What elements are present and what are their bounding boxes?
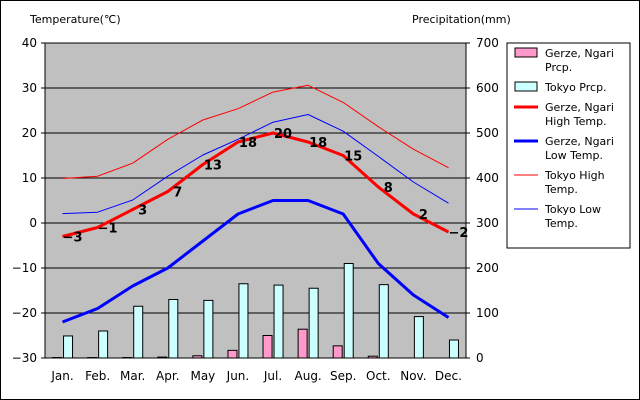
gerze-precip-bar: [262, 335, 273, 359]
tokyo-precip-bar: [413, 316, 424, 359]
high-temp-data-label: 18: [309, 136, 327, 151]
gerze-low-line: [61, 199, 450, 324]
x-tick-label: Jul.: [263, 369, 282, 383]
high-temp-data-label: 13: [204, 159, 222, 174]
high-temp-data-label: 18: [239, 136, 257, 151]
y-right-tick-label: 300: [476, 216, 499, 230]
high-temp-data-label: −3: [63, 231, 83, 246]
x-tick-label: Feb.: [85, 369, 110, 383]
legend-swatch: [514, 47, 538, 58]
gerze-precip-bar: [157, 356, 168, 359]
y-right-tick-label: 700: [476, 36, 499, 50]
legend-swatch: [514, 81, 538, 92]
y-left-tick-label: 0: [29, 216, 37, 230]
x-tick-label: Sep.: [330, 369, 356, 383]
y-left-tick-label: 10: [22, 171, 37, 185]
x-tick-label: Aug.: [295, 369, 322, 383]
legend-label: Tokyo Prcp.: [544, 81, 607, 94]
x-tick-label: Jan.: [50, 369, 73, 383]
gerze-precip-bar: [227, 349, 238, 359]
gerze-precip-bar: [297, 328, 308, 359]
y-right-tick-label: 100: [476, 306, 499, 320]
x-tick-label: Jun.: [226, 369, 250, 383]
legend-box: [506, 42, 631, 249]
y-left-tick-label: 30: [22, 81, 37, 95]
y-left-tick-label: 40: [22, 36, 37, 50]
data-labels: −3 −1 3 7 13 18 20 18 15 8 2 −2: [63, 127, 469, 246]
tokyo-precip-bar: [63, 335, 74, 359]
y-right-tick-label: 200: [476, 261, 499, 275]
x-tick-label: Apr.: [156, 369, 179, 383]
tokyo-precip-bar: [238, 283, 249, 359]
gerze-precip-bar: [367, 355, 378, 359]
legend-label: Tokyo High Temp.: [544, 169, 605, 196]
high-temp-data-label: 7: [173, 186, 182, 201]
legend-label: Gerze, Ngari Prcp.: [545, 47, 614, 74]
high-temp-data-label: −1: [98, 222, 118, 237]
legend: Gerze, Ngari Prcp. Tokyo Prcp. Gerze, Ngari…: [506, 42, 631, 249]
high-temp-data-label: 2: [419, 208, 428, 223]
y-left-tick-label: −20: [12, 306, 37, 320]
axis-ticks: 403020100−10−20−307006005004003002001000…: [12, 36, 499, 383]
legend-label: Gerze, Ngari High Temp.: [545, 101, 614, 128]
tokyo-high-line: [62, 84, 449, 179]
precipitation-bars: [52, 263, 459, 359]
high-temp-data-label: 20: [274, 127, 292, 142]
gridlines: [45, 87, 466, 314]
x-tick-label: Oct.: [366, 369, 391, 383]
tokyo-precip-bar: [343, 263, 354, 359]
plot-area: [44, 42, 467, 359]
high-temp-data-label: 3: [138, 204, 147, 219]
x-tick-label: Nov.: [400, 369, 426, 383]
tokyo-precip-bar: [378, 284, 389, 359]
tokyo-precip-bar: [273, 284, 284, 359]
tokyo-precip-bar: [308, 287, 319, 359]
y-left-tick-label: −10: [12, 261, 37, 275]
y-axis-left-title: Temperature(℃): [29, 13, 121, 26]
tokyo-precip-bar: [448, 339, 459, 359]
y-right-tick-label: 400: [476, 171, 499, 185]
x-tick-label: Mar.: [120, 369, 145, 383]
tokyo-precip-bar: [133, 305, 144, 359]
high-temp-data-label: 8: [384, 181, 393, 196]
y-right-tick-label: 600: [476, 81, 499, 95]
legend-label: Gerze, Ngari Low Temp.: [545, 135, 614, 162]
y-axis-right-title: Precipitation(mm): [412, 13, 511, 26]
legend-label: Tokyo Low Temp.: [544, 203, 601, 230]
x-tick-label: Dec.: [435, 369, 462, 383]
gerze-high-line: [62, 131, 450, 238]
x-tick-label: May: [190, 369, 215, 383]
y-left-tick-label: 20: [22, 126, 37, 140]
gerze-precip-bar: [332, 345, 343, 359]
y-left-tick-label: −30: [12, 351, 37, 365]
high-temp-data-label: −2: [448, 226, 468, 241]
tokyo-precip-bar: [98, 330, 109, 359]
tokyo-low-line: [62, 114, 449, 215]
tokyo-precip-bar: [203, 299, 214, 359]
y-right-tick-label: 500: [476, 126, 499, 140]
high-temp-data-label: 15: [344, 150, 362, 165]
y-right-tick-label: 0: [476, 351, 484, 365]
gerze-precip-bar: [192, 355, 203, 359]
tokyo-precip-bar: [168, 299, 179, 359]
temperature-lines: [61, 84, 450, 324]
